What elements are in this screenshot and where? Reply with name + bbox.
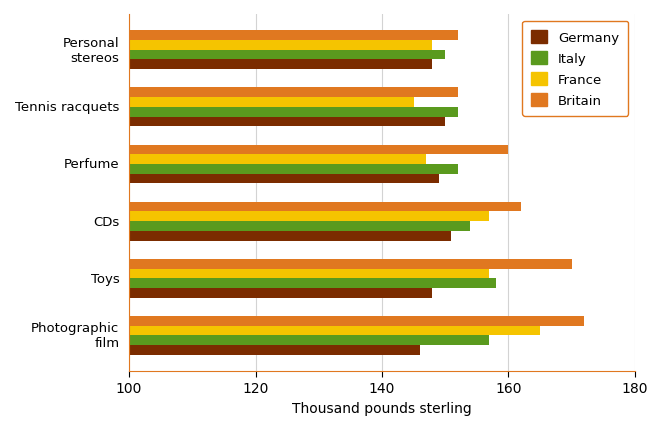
Bar	[129, 259, 572, 269]
Bar	[129, 288, 432, 298]
Bar	[129, 345, 420, 355]
Bar	[129, 41, 432, 51]
Bar	[129, 145, 509, 155]
Bar	[129, 98, 414, 108]
Bar	[129, 279, 496, 288]
Bar	[129, 212, 489, 221]
Bar	[129, 51, 445, 60]
Bar	[129, 231, 452, 241]
Bar	[129, 202, 521, 212]
Legend: Germany, Italy, France, Britain: Germany, Italy, France, Britain	[522, 22, 628, 117]
Bar	[129, 316, 584, 326]
X-axis label: Thousand pounds sterling: Thousand pounds sterling	[292, 401, 472, 415]
Bar	[129, 108, 457, 117]
Bar	[129, 221, 471, 231]
Bar	[129, 155, 426, 165]
Bar	[129, 165, 457, 174]
Bar	[129, 335, 489, 345]
Bar	[129, 31, 457, 41]
Bar	[129, 174, 439, 184]
Bar	[129, 326, 540, 335]
Bar	[129, 117, 445, 127]
Bar	[129, 88, 457, 98]
Bar	[129, 269, 489, 279]
Bar	[129, 60, 432, 70]
